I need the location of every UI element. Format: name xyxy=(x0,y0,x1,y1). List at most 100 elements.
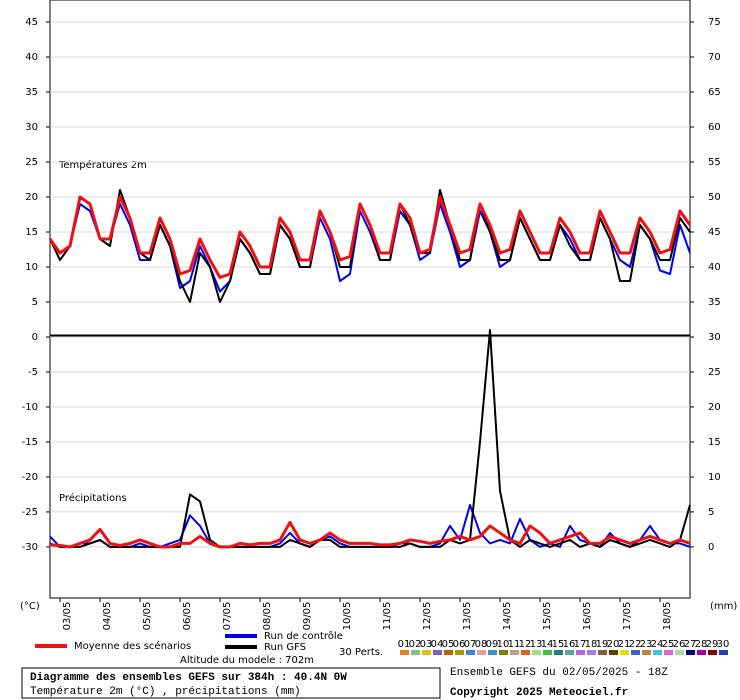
perturbation-swatch xyxy=(576,650,585,655)
perturbation-name: 19 xyxy=(596,639,609,650)
axis-unit: (°C) xyxy=(20,601,40,612)
perturbation-swatch xyxy=(620,650,629,655)
perturbation-swatch xyxy=(433,650,442,655)
series-line xyxy=(49,203,691,293)
y2-tick-label: 20 xyxy=(708,402,721,413)
perturbation-swatch xyxy=(477,650,486,655)
y-tick-label: 40 xyxy=(25,52,38,63)
perturbation-name: 12 xyxy=(519,639,532,650)
perturbation-swatch xyxy=(444,650,453,655)
x-tick-label: 16/05 xyxy=(582,602,593,631)
series-line xyxy=(49,329,691,548)
altitude: Altitude du modele : 702m xyxy=(180,655,314,666)
y-tick-label: 35 xyxy=(25,87,38,98)
legend-label: Moyenne des scénarios xyxy=(74,640,191,652)
perturbation-name: 22 xyxy=(629,639,642,650)
y-tick-label: 5 xyxy=(32,297,38,308)
y2-tick-label: 45 xyxy=(708,227,721,238)
perturbation-swatch xyxy=(708,650,717,655)
y-tick-label: 45 xyxy=(25,17,38,28)
y2-tick-label: 30 xyxy=(708,332,721,343)
perturbation-name: 17 xyxy=(574,639,587,650)
footer-title: Diagramme des ensembles GEFS sur 384h : … xyxy=(30,672,347,684)
x-tick-label: 13/05 xyxy=(462,602,473,631)
perturbation-swatch xyxy=(488,650,497,655)
y-tick-label: 25 xyxy=(25,157,38,168)
perturbation-swatch xyxy=(565,650,574,655)
y-tick-label: 10 xyxy=(25,262,38,273)
series-line xyxy=(49,520,691,549)
perturbation-swatch xyxy=(411,650,420,655)
perturbation-name: 14 xyxy=(541,639,554,650)
perturbation-swatch xyxy=(697,650,706,655)
run-info: Ensemble GEFS du 02/05/2025 - 18Z xyxy=(450,667,668,679)
perturbation-swatch xyxy=(499,650,508,655)
perturbation-name: 06 xyxy=(453,639,466,650)
perturbation-swatch xyxy=(422,650,431,655)
perturbation-swatch xyxy=(609,650,618,655)
legend-label: Run GFS xyxy=(264,642,306,653)
perturbation-name: 26 xyxy=(673,639,686,650)
perturbation-name: 29 xyxy=(706,639,719,650)
perturbation-name: 10 xyxy=(497,639,510,650)
y2-tick-label: 50 xyxy=(708,192,721,203)
x-tick-label: 03/05 xyxy=(62,602,73,631)
perturbation-name: 04 xyxy=(431,639,444,650)
perturbation-name: 21 xyxy=(618,639,631,650)
x-tick-label: 12/05 xyxy=(422,602,433,631)
perturbation-name: 23 xyxy=(640,639,653,650)
y2-tick-label: 65 xyxy=(708,87,721,98)
y2-tick-label: 0 xyxy=(708,542,714,553)
y2-tick-label: 40 xyxy=(708,262,721,273)
y2-tick-label: 25 xyxy=(708,367,721,378)
legend-label: Run de contrôle xyxy=(264,630,343,642)
y-tick-label: -25 xyxy=(22,507,38,518)
perturbation-name: 05 xyxy=(442,639,455,650)
perturbation-name: 09 xyxy=(486,639,499,650)
perturbation-swatch xyxy=(543,650,552,655)
perturbation-swatch xyxy=(587,650,596,655)
perturbation-name: 15 xyxy=(552,639,565,650)
perturbation-swatch xyxy=(642,650,651,655)
perturbation-swatch xyxy=(455,650,464,655)
y-tick-label: 20 xyxy=(25,192,38,203)
perturbation-name: 16 xyxy=(563,639,576,650)
perturbation-swatch xyxy=(532,650,541,655)
x-tick-label: 18/05 xyxy=(662,602,673,631)
x-tick-label: 15/05 xyxy=(542,602,553,631)
y-tick-label: 30 xyxy=(25,122,38,133)
x-tick-label: 08/05 xyxy=(262,602,273,631)
perturbation-name: 03 xyxy=(420,639,433,650)
perturbation-swatch xyxy=(466,650,475,655)
y-tick-label: 0 xyxy=(32,332,38,343)
perturbation-swatch xyxy=(598,650,607,655)
y2-tick-label: 55 xyxy=(708,157,721,168)
x-tick-label: 04/05 xyxy=(102,602,113,631)
series-line xyxy=(49,189,691,303)
x-tick-label: 06/05 xyxy=(182,602,193,631)
series-line xyxy=(48,195,692,279)
perturbation-name: 11 xyxy=(508,639,521,650)
y-tick-label: -10 xyxy=(22,402,38,413)
y2-tick-label: 5 xyxy=(708,507,714,518)
perturbation-name: 27 xyxy=(684,639,697,650)
footer-subtitle: Température 2m (°C) , précipitations (mm… xyxy=(30,686,301,698)
y-tick-label: -5 xyxy=(28,367,38,378)
x-tick-label: 07/05 xyxy=(222,602,233,631)
x-tick-label: 11/05 xyxy=(382,602,393,631)
panel-title: Températures 2m xyxy=(58,159,147,171)
y-tick-label: -20 xyxy=(22,472,38,483)
perturbation-name: 18 xyxy=(585,639,598,650)
perturbation-swatch xyxy=(510,650,519,655)
x-tick-label: 05/05 xyxy=(142,602,153,631)
panel-title: Précipitations xyxy=(59,492,127,504)
perturbation-swatch xyxy=(554,650,563,655)
perturbation-name: 24 xyxy=(651,639,664,650)
perturbation-swatch xyxy=(675,650,684,655)
perturbation-swatch xyxy=(686,650,695,655)
perturbation-name: 30 xyxy=(717,639,730,650)
x-tick-label: 17/05 xyxy=(622,602,633,631)
y2-tick-label: 75 xyxy=(708,17,721,28)
x-tick-label: 14/05 xyxy=(502,602,513,631)
y2-tick-label: 60 xyxy=(708,122,721,133)
